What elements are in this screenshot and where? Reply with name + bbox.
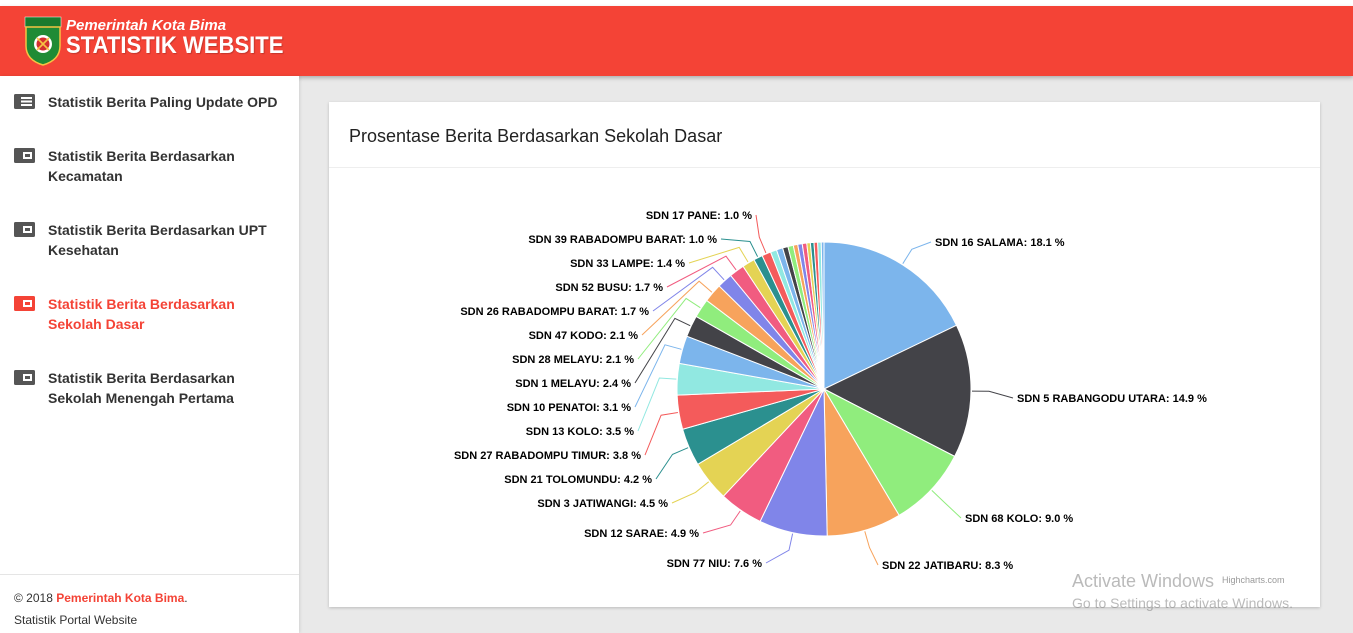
card-divider bbox=[329, 167, 1320, 168]
sidebar: Statistik Berita Paling Update OPD Stati… bbox=[0, 76, 299, 633]
sidebar-item-label: Statistik Berita Berdasarkan Sekolah Das… bbox=[48, 296, 235, 332]
data-label: SDN 10 PENATOI: 3.1 % bbox=[507, 402, 632, 414]
header-subtitle: Pemerintah Kota Bima bbox=[66, 17, 227, 34]
sidebar-footer: © 2018 Pemerintah Kota Bima. Statistik P… bbox=[0, 574, 299, 633]
wallet-icon bbox=[14, 296, 35, 311]
pie-slice[interactable] bbox=[820, 241, 825, 390]
watermark-line1: Activate Windows bbox=[1072, 571, 1215, 591]
data-label: SDN 77 NIU: 7.6 % bbox=[667, 558, 763, 570]
connector-line bbox=[688, 246, 749, 264]
data-label: SDN 5 RABANGODU UTARA: 14.9 % bbox=[1017, 393, 1207, 405]
data-label: SDN 12 SARAE: 4.9 % bbox=[584, 528, 699, 540]
connector-line bbox=[971, 390, 1014, 399]
connector-line bbox=[864, 531, 879, 566]
connector-line bbox=[666, 255, 737, 288]
footer-subtitle: Statistik Portal Website bbox=[14, 613, 138, 627]
connector-line bbox=[637, 377, 677, 432]
data-label: SDN 33 LAMPE: 1.4 % bbox=[570, 258, 685, 270]
wallet-icon bbox=[14, 222, 35, 237]
highcharts-credits[interactable]: Highcharts.com bbox=[1222, 575, 1285, 585]
data-label: SDN 28 MELAYU: 2.1 % bbox=[512, 354, 634, 366]
pie-slice[interactable] bbox=[822, 324, 972, 458]
connector-line bbox=[655, 447, 689, 480]
data-label: SDN 3 JATIWANGI: 4.5 % bbox=[537, 498, 668, 510]
connector-line bbox=[637, 297, 701, 360]
data-label: SDN 16 SALAMA: 18.1 % bbox=[935, 237, 1065, 249]
wallet-icon bbox=[14, 370, 35, 385]
connector-line bbox=[702, 510, 741, 534]
top-strip bbox=[0, 0, 1353, 6]
data-label: SDN 68 KOLO: 9.0 % bbox=[965, 513, 1073, 525]
connector-line bbox=[931, 490, 962, 519]
data-label: SDN 13 KOLO: 3.5 % bbox=[526, 426, 634, 438]
pie-slice[interactable] bbox=[823, 241, 958, 390]
connector-line bbox=[641, 280, 713, 336]
connector-line bbox=[671, 481, 710, 504]
newspaper-icon bbox=[14, 94, 35, 109]
sidebar-item-label: Statistik Berita Berdasarkan Sekolah Men… bbox=[48, 370, 235, 406]
app-header: Pemerintah Kota Bima STATISTIK WEBSITE bbox=[0, 6, 1353, 76]
data-label: SDN 22 JATIBARU: 8.3 % bbox=[882, 560, 1013, 572]
connector-line bbox=[902, 241, 932, 264]
data-label: SDN 26 RABADOMPU BARAT: 1.7 % bbox=[460, 306, 649, 318]
org-link[interactable]: Pemerintah Kota Bima bbox=[56, 591, 185, 605]
sidebar-item-label: Statistik Berita Paling Update OPD bbox=[48, 94, 278, 110]
header-title[interactable]: STATISTIK WEBSITE bbox=[66, 32, 284, 59]
copyright-period: . bbox=[184, 591, 188, 605]
pie-chart: SDN 16 SALAMA: 18.1 % SDN 5 RABANGODU UTA… bbox=[454, 210, 1207, 572]
data-label: SDN 39 RABADOMPU BARAT: 1.0 % bbox=[528, 234, 717, 246]
copyright-line: © 2018 Pemerintah Kota Bima. bbox=[14, 591, 285, 605]
connector-line bbox=[634, 344, 682, 408]
connector-line bbox=[652, 266, 725, 312]
connector-line bbox=[765, 533, 794, 564]
data-label: SDN 47 KODO: 2.1 % bbox=[529, 330, 639, 342]
watermark-line2: Go to Settings to activate Windows. bbox=[1072, 595, 1293, 611]
kota-bima-logo[interactable] bbox=[24, 16, 62, 66]
windows-activation-watermark: Activate Windows Go to Settings to activ… bbox=[1072, 571, 1293, 611]
data-label: SDN 21 TOLOMUNDU: 4.2 % bbox=[504, 474, 652, 486]
chart-card: Prosentase Berita Berdasarkan Sekolah Da… bbox=[329, 102, 1320, 607]
data-label: SDN 17 PANE: 1.0 % bbox=[646, 210, 752, 222]
connector-line bbox=[720, 238, 759, 257]
copyright-text: © 2018 bbox=[14, 591, 57, 605]
connector-line bbox=[644, 412, 678, 456]
wallet-icon bbox=[14, 148, 35, 163]
connector-line bbox=[755, 214, 767, 254]
sidebar-item-label: Statistik Berita Berdasarkan Kecamatan bbox=[48, 148, 235, 184]
data-label: SDN 52 BUSU: 1.7 % bbox=[555, 282, 663, 294]
pie-slice[interactable] bbox=[822, 387, 956, 517]
chart-title: Prosentase Berita Berdasarkan Sekolah Da… bbox=[349, 126, 723, 146]
connector-line bbox=[634, 317, 691, 384]
data-label: SDN 1 MELAYU: 2.4 % bbox=[515, 378, 631, 390]
sidebar-item-label: Statistik Berita Berdasarkan UPT Kesehat… bbox=[48, 222, 267, 258]
data-label: SDN 27 RABADOMPU TIMUR: 3.8 % bbox=[454, 450, 641, 462]
